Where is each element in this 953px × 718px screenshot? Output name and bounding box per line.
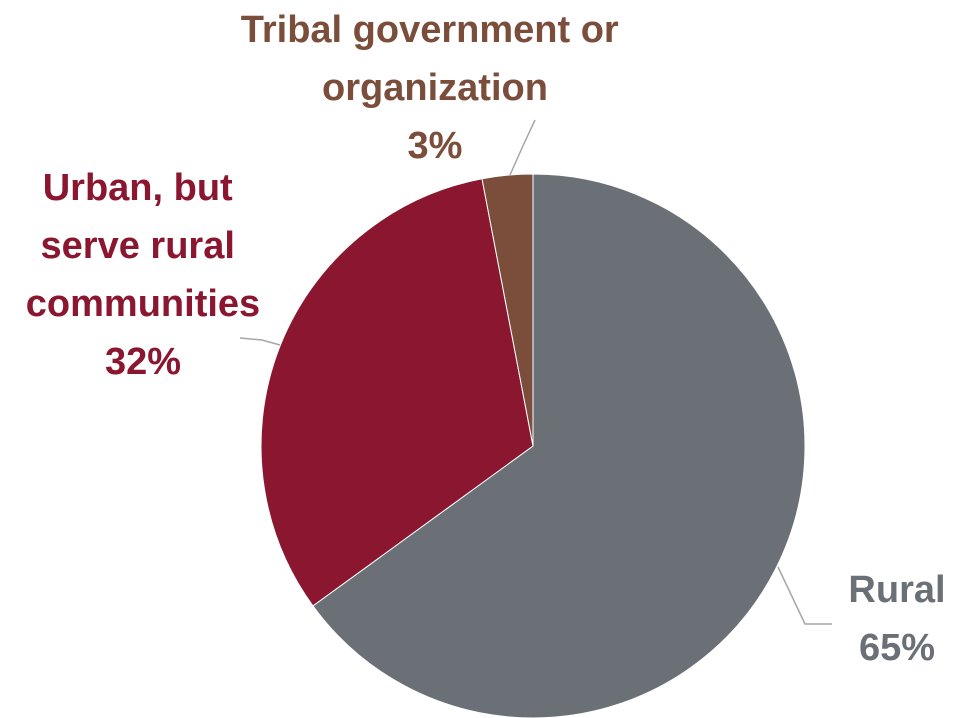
leader-line-rural [777, 566, 832, 625]
slice-label-urban: Urban, but serve rural communities [26, 167, 260, 325]
pie-slice-rural [312, 173, 806, 718]
pie-slice-tribal [481, 173, 534, 447]
slice-pct-tribal: 3% [408, 125, 463, 167]
pie-slice-urban [260, 178, 534, 607]
slice-label-rural-line-1: Rural [848, 569, 945, 611]
slice-pct-rural: 65% [859, 627, 935, 669]
leader-line-urban [239, 337, 281, 346]
leader-line-tribal [509, 119, 536, 176]
slice-label-urban-line-3: communities [26, 283, 260, 325]
slice-label-tribal: Tribal government or organization [241, 9, 630, 109]
slice-label-rural: Rural [848, 569, 945, 611]
slice-pct-urban: 32% [105, 341, 181, 383]
slice-label-urban-line-1: Urban, but [43, 167, 233, 209]
slice-label-tribal-line-2: organization [322, 67, 548, 109]
slice-label-tribal-line-1: Tribal government or [241, 9, 619, 51]
pie-slices [260, 173, 806, 718]
leader-lines [239, 119, 832, 625]
slice-label-urban-line-2: serve rural [41, 225, 235, 267]
